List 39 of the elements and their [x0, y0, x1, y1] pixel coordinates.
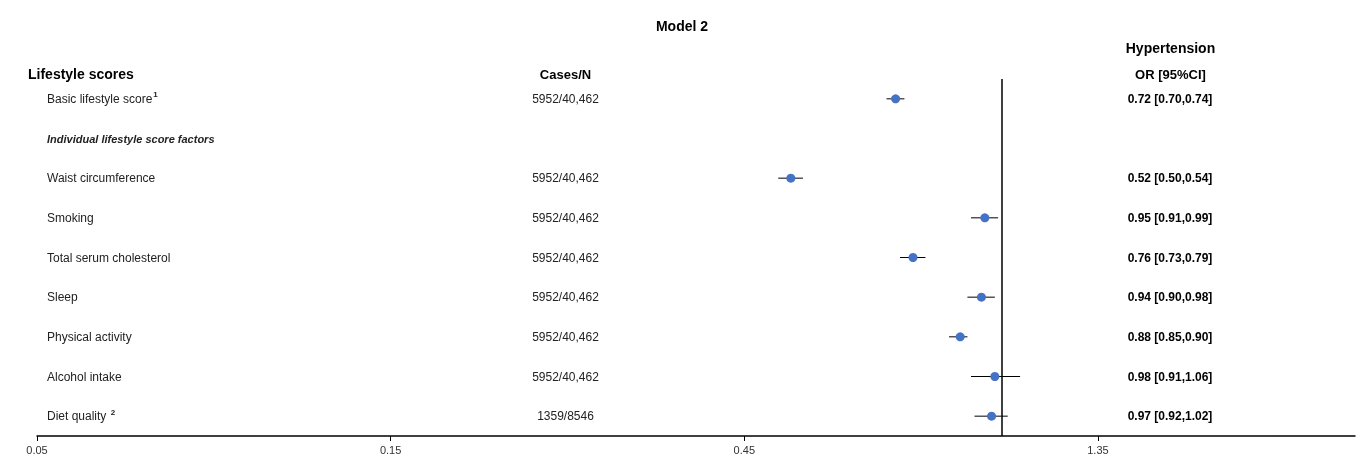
y2-tick-label: 0.98 [0.91,1.06] — [1127, 369, 1213, 384]
y-tick-label: Alcohol intake — [47, 369, 123, 384]
y-axis-title: Lifestyle scores — [28, 66, 135, 82]
annotation: Cases/N — [539, 66, 592, 82]
annotation: 5952/40,462 — [532, 171, 600, 186]
text: Hypertension — [1125, 40, 1216, 56]
y-tick-label: Total serum cholesterol — [47, 250, 171, 265]
chart-title: Model 2 — [655, 18, 709, 34]
y-tick-label: Smoking — [47, 210, 94, 225]
y2-tick-label: 0.72 [0.70,0.74] — [1127, 91, 1213, 106]
x-tick-label: 1.35 — [1087, 443, 1109, 456]
y-tick-label: Sleep — [47, 290, 79, 305]
point — [987, 411, 997, 421]
y-tick-label: Diet quality 2 — [47, 407, 116, 424]
annotation: 5952/40,462 — [532, 329, 600, 344]
y-tick-label: Physical activity — [47, 329, 132, 344]
y-tick-label: Individual lifestyle score factors — [47, 132, 215, 145]
annotation: 5952/40,462 — [532, 91, 600, 106]
point — [980, 213, 990, 223]
point — [908, 253, 918, 262]
point — [976, 292, 986, 302]
y2-tick-label: 0.95 [0.91,0.99] — [1127, 210, 1213, 225]
annotation: 5952/40,462 — [532, 369, 600, 384]
y2-tick-label: 0.94 [0.90,0.98] — [1127, 290, 1213, 305]
x-tick-label: 0.45 — [733, 443, 756, 456]
y2-axis-title: OR [95%CI] — [1135, 66, 1206, 82]
point — [891, 94, 901, 104]
annotation: 5952/40,462 — [532, 250, 600, 265]
annotation: 1359/8546 — [537, 409, 595, 424]
y2-tick-label: 0.52 [0.50,0.54] — [1127, 171, 1213, 186]
y2-tick-label: 0.97 [0.92,1.02] — [1127, 409, 1213, 424]
annotation: 5952/40,462 — [532, 210, 600, 225]
x-tick-label: 0.05 — [26, 443, 48, 456]
x-tick-label: 0.15 — [379, 443, 402, 456]
y2-tick-label: 0.76 [0.73,0.79] — [1127, 250, 1213, 265]
point — [990, 372, 1000, 381]
annotation: 5952/40,462 — [532, 290, 600, 305]
y2-tick-label: 0.88 [0.85,0.90] — [1127, 329, 1213, 344]
y-tick-label: Waist circumference — [47, 171, 156, 186]
